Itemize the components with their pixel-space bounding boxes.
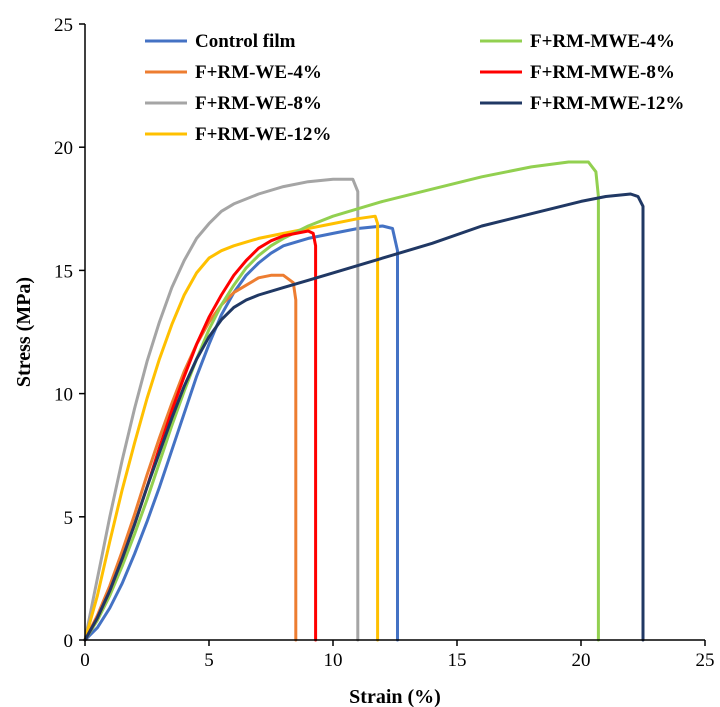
series-line-7: [83, 192, 645, 642]
legend-label: F+RM-MWE-8%: [530, 62, 675, 83]
y-tick-label: 25: [54, 15, 73, 36]
legend-label: F+RM-MWE-4%: [530, 31, 675, 52]
series-line-6: [83, 229, 318, 642]
x-tick-label: 25: [696, 650, 715, 671]
y-tick-label: 5: [64, 508, 74, 529]
series-line-4: [83, 214, 380, 642]
y-axis-label: Stress (MPa): [13, 277, 35, 387]
y-tick-label: 15: [54, 261, 73, 282]
axes-layer: 0 5 10 15 20 25 0 5 10 15 20 25: [54, 15, 715, 671]
x-tick-label: 20: [572, 650, 591, 671]
legend-label: F+RM-MWE-12%: [530, 93, 684, 114]
series-layer: [83, 160, 645, 642]
x-tick-label: 5: [204, 650, 214, 671]
x-axis-label: Strain (%): [349, 686, 441, 707]
series-line-5: [83, 160, 600, 642]
series-line-2: [83, 273, 298, 642]
y-tick-label: 20: [54, 138, 73, 159]
legend-label: F+RM-WE-12%: [195, 124, 331, 145]
series-line-1: [83, 224, 399, 642]
y-tick-label: 0: [64, 631, 74, 652]
y-tick-label: 10: [54, 385, 73, 406]
legend-label: F+RM-WE-8%: [195, 93, 322, 114]
x-tick-label: 15: [448, 650, 467, 671]
x-tick-label: 0: [80, 650, 90, 671]
x-tick-label: 10: [324, 650, 343, 671]
legend-label: F+RM-WE-4%: [195, 62, 322, 83]
legend-label: Control film: [195, 31, 296, 52]
legend: Control film F+RM-MWE-4% F+RM-WE-4% F+RM-MW…: [145, 31, 684, 145]
series-line-3: [83, 177, 360, 642]
